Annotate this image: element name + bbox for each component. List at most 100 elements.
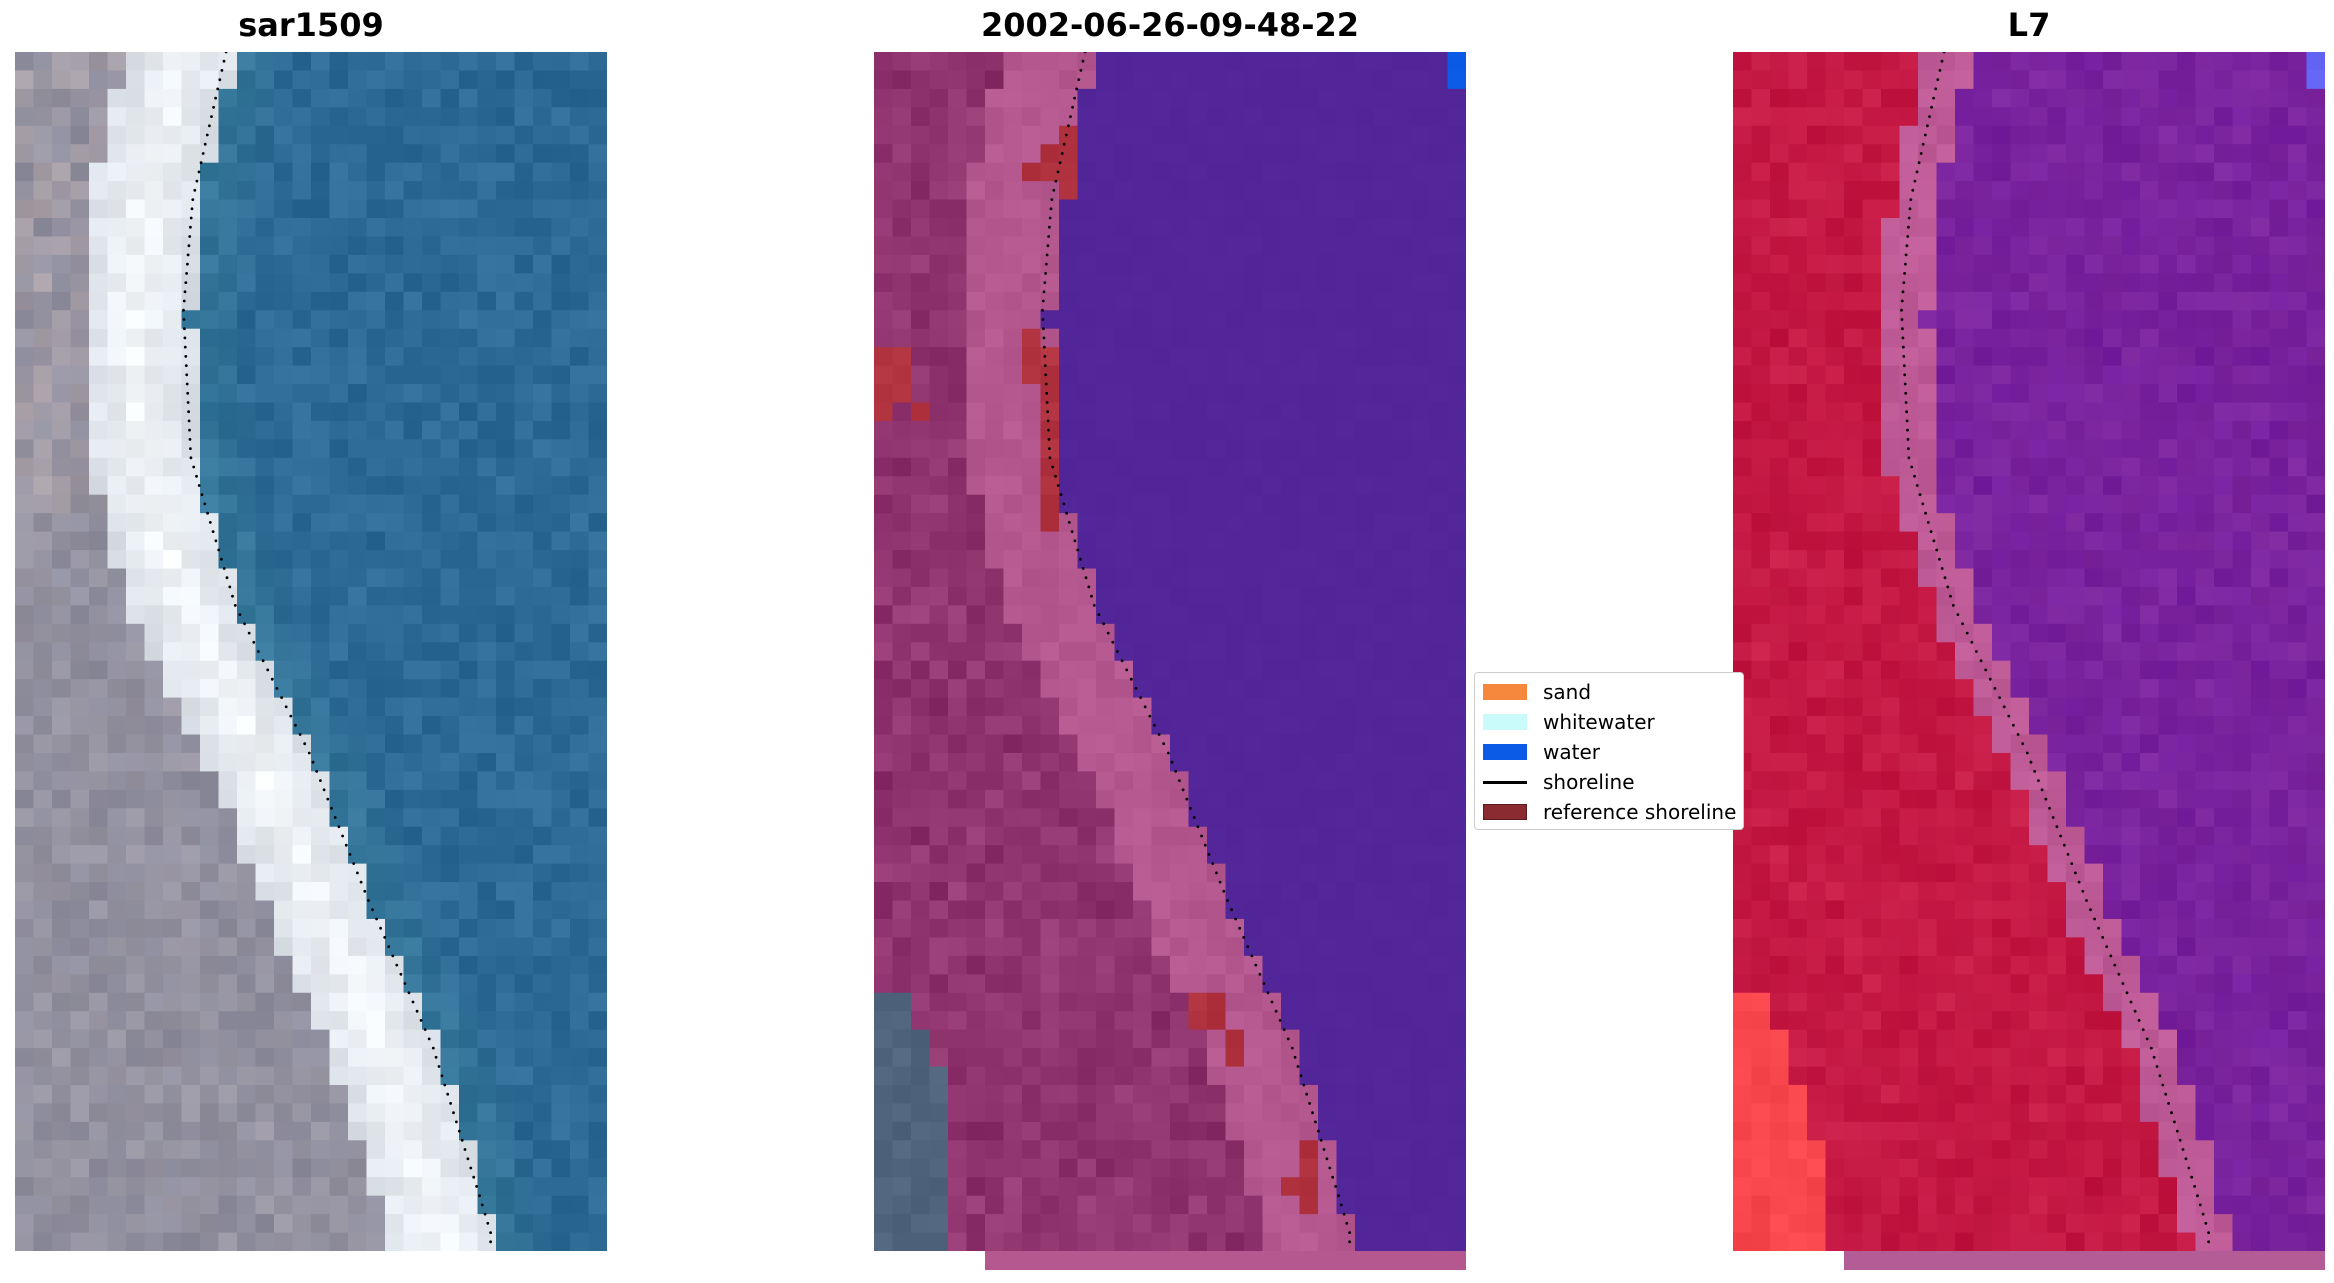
shoreline-dot	[1930, 105, 1933, 109]
shoreline-dot	[344, 843, 348, 847]
shoreline-dot	[478, 1194, 481, 1198]
shoreline-dot	[1116, 650, 1119, 653]
shoreline-dot	[403, 982, 407, 985]
shoreline-dot	[1314, 1120, 1317, 1124]
shoreline-dot	[1067, 521, 1071, 524]
shoreline-dot	[1081, 59, 1085, 63]
shoreline-dot	[185, 382, 189, 386]
shoreline-dot	[2062, 843, 2066, 847]
index-image-panel	[1733, 52, 2325, 1251]
shoreline-dot	[208, 521, 212, 524]
shoreline-dot	[1942, 52, 1946, 54]
shoreline-dot	[2105, 945, 2109, 948]
shoreline-dot	[192, 465, 196, 469]
shoreline-dot	[2173, 1120, 2176, 1124]
shoreline-dot	[1334, 1185, 1337, 1188]
shoreline-dot	[1139, 696, 1142, 699]
shoreline-dot	[1207, 853, 1211, 856]
shoreline-dot	[1951, 604, 1955, 607]
shoreline-dot	[1907, 456, 1911, 460]
shoreline-dot	[2097, 926, 2100, 930]
shoreline-dot	[2137, 1019, 2141, 1022]
shoreline-dot	[2012, 723, 2015, 727]
shoreline-dot	[1311, 1111, 1314, 1115]
shoreline-dot	[224, 52, 228, 54]
shoreline-dot	[1059, 493, 1063, 497]
shoreline-dot	[208, 124, 211, 128]
classified-bottom-strip	[985, 1251, 1466, 1270]
legend-label: reference shoreline	[1543, 800, 1737, 824]
shoreline-dot	[387, 945, 391, 948]
shoreline-dot	[222, 567, 226, 570]
shoreline-dot	[1069, 115, 1072, 118]
shoreline-dot	[472, 1175, 476, 1179]
shoreline-dot	[1319, 1138, 1323, 1142]
shoreline-dot	[1079, 557, 1082, 561]
shoreline-dot	[183, 290, 187, 294]
shoreline-dot	[1908, 207, 1912, 211]
shoreline-dot	[205, 133, 209, 137]
shoreline-dot	[1993, 687, 1997, 690]
shoreline-dot	[1970, 640, 1974, 644]
shoreline-dot	[1940, 59, 1944, 63]
shoreline-dot	[186, 262, 189, 266]
shoreline-dot	[1148, 714, 1152, 718]
shoreline-dot	[1902, 355, 1906, 358]
shoreline-dot	[1044, 373, 1048, 377]
shoreline-dot	[1218, 880, 1222, 884]
shoreline-dot	[2007, 714, 2011, 718]
shoreline-dot	[489, 1240, 492, 1244]
shoreline-dot	[1915, 170, 1919, 174]
shoreline-dot	[1111, 640, 1115, 644]
shoreline-dot	[294, 723, 297, 727]
whitewater-swatch-icon	[1483, 714, 1527, 730]
shoreline-dot	[184, 355, 188, 358]
shoreline-dot	[1345, 1221, 1349, 1225]
shoreline-dot	[1904, 391, 1908, 395]
shoreline-dot	[2059, 834, 2062, 838]
shoreline-dot	[1226, 899, 1229, 902]
shoreline-dot	[184, 281, 188, 284]
shoreline-dot	[483, 1212, 487, 1216]
shoreline-dot	[1196, 825, 1200, 829]
shoreline-dot	[2170, 1111, 2173, 1115]
shoreline-dot	[1067, 124, 1070, 128]
shoreline-dot	[2081, 889, 2085, 893]
shoreline-dot	[326, 797, 330, 801]
shoreline-dot	[1084, 576, 1088, 580]
shoreline-dot	[1900, 318, 1904, 321]
shoreline-dot	[2152, 1055, 2156, 1059]
shoreline-dot	[1102, 622, 1105, 626]
shoreline-dot	[1071, 105, 1074, 109]
shoreline-dot	[183, 345, 187, 349]
shoreline-dot	[1203, 843, 1207, 847]
shoreline-dot	[2048, 806, 2051, 810]
shoreline-dot	[187, 410, 191, 414]
shoreline-dot	[222, 59, 226, 63]
shoreline-dot	[1075, 87, 1079, 91]
shoreline-dot	[1296, 1065, 1300, 1068]
shoreline-dot	[1050, 198, 1054, 202]
shoreline-dot	[1904, 262, 1907, 266]
shoreline-dot	[1157, 733, 1161, 736]
shoreline-dot	[1299, 1074, 1303, 1078]
shoreline-dot	[2066, 853, 2070, 856]
shoreline-dot	[189, 447, 192, 450]
panel-title-index: L7	[2007, 6, 2051, 44]
shoreline-dot	[1918, 493, 1922, 497]
shoreline-dot	[216, 87, 220, 91]
shoreline-dot	[231, 594, 234, 598]
shoreline-dot	[201, 152, 205, 155]
shoreline-dot	[2025, 751, 2029, 755]
shoreline-dot	[1938, 69, 1942, 72]
shoreline-dot	[212, 105, 216, 109]
shoreline-dot	[2002, 705, 2006, 709]
shoreline-dot	[1048, 447, 1051, 450]
shoreline-dot	[1975, 650, 1978, 653]
shoreline-dot	[1946, 585, 1950, 589]
shoreline-dot	[457, 1129, 461, 1133]
shoreline-dot	[1913, 474, 1916, 478]
shoreline-dot	[2101, 936, 2105, 939]
shoreline-dot	[188, 235, 192, 238]
shoreline-dot	[1215, 871, 1218, 875]
